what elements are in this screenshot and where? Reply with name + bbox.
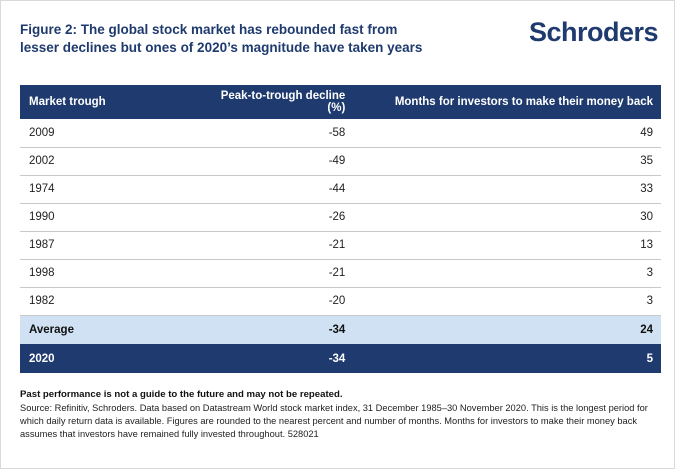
- market-trough-table: Market trough Peak-to-trough decline (%)…: [20, 85, 661, 374]
- schroders-logo: Schroders: [528, 17, 659, 47]
- decline-cell: -49: [212, 147, 354, 176]
- past-performance-warning: Past performance is not a guide to the f…: [20, 389, 343, 401]
- header-peak-to-trough-decline: Peak-to-trough decline (%): [212, 85, 354, 120]
- figure-title-line1: Figure 2: The global stock market has re…: [20, 22, 398, 37]
- table-row: 1974 -44 33: [20, 175, 661, 204]
- header-market-trough: Market trough: [20, 85, 213, 120]
- table-row: 1998 -21 3: [20, 259, 661, 288]
- table-row: 1987 -21 13: [20, 231, 661, 260]
- figure-title: Figure 2: The global stock market has re…: [20, 17, 422, 57]
- decline-cell: -58: [212, 119, 354, 148]
- trough-cell: 1990: [20, 203, 213, 232]
- decline-cell: -44: [212, 175, 354, 204]
- trough-cell: 1987: [20, 231, 213, 260]
- header-months-money-back: Months for investors to make their money…: [353, 85, 661, 120]
- source-note: Source: Refinitiv, Schroders. Data based…: [20, 403, 648, 440]
- trough-cell: Average: [20, 315, 213, 345]
- months-cell: 13: [353, 231, 661, 260]
- months-cell: 30: [353, 203, 661, 232]
- trough-cell: 2009: [20, 119, 213, 148]
- trough-cell: 2020: [20, 344, 213, 374]
- months-cell: 5: [353, 344, 661, 374]
- table-row: 1982 -20 3: [20, 287, 661, 316]
- table-row: 2002 -49 35: [20, 147, 661, 176]
- decline-cell: -34: [212, 344, 354, 374]
- months-cell: 3: [353, 287, 661, 316]
- trough-cell: 1982: [20, 287, 213, 316]
- figure-footnotes: Past performance is not a guide to the f…: [20, 389, 670, 441]
- decline-cell: -20: [212, 287, 354, 316]
- decline-cell: -21: [212, 259, 354, 288]
- decline-cell: -26: [212, 203, 354, 232]
- months-cell: 3: [353, 259, 661, 288]
- decline-cell: -21: [212, 231, 354, 260]
- months-cell: 35: [353, 147, 661, 176]
- table-row-2020: 2020 -34 5: [20, 344, 661, 374]
- decline-cell: -34: [212, 315, 354, 345]
- months-cell: 24: [353, 315, 661, 345]
- months-cell: 49: [353, 119, 661, 148]
- trough-cell: 2002: [20, 147, 213, 176]
- figure-title-line2: lesser declines but ones of 2020’s magni…: [20, 40, 423, 56]
- trough-cell: 1998: [20, 259, 213, 288]
- trough-cell: 1974: [20, 175, 213, 204]
- table-row: 2009 -58 49: [20, 119, 661, 148]
- table-row-average: Average -34 24: [20, 315, 661, 345]
- months-cell: 33: [353, 175, 661, 204]
- figure-header: Figure 2: The global stock market has re…: [20, 17, 659, 57]
- table-header-row: Market trough Peak-to-trough decline (%)…: [20, 85, 661, 120]
- table-row: 1990 -26 30: [20, 203, 661, 232]
